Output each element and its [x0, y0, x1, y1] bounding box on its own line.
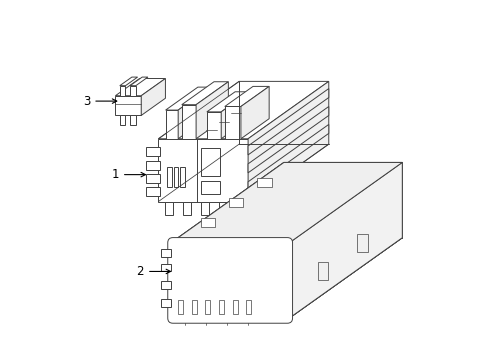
Polygon shape [228, 198, 243, 207]
Polygon shape [289, 162, 402, 318]
Polygon shape [171, 238, 402, 318]
Bar [164, 202, 173, 215]
Bar [145, 161, 159, 170]
Text: 3: 3 [83, 95, 117, 108]
Bar [161, 282, 171, 289]
Text: 2: 2 [136, 265, 170, 278]
Polygon shape [165, 87, 210, 110]
Bar [167, 167, 171, 187]
Bar [180, 167, 184, 187]
Polygon shape [178, 87, 210, 139]
Bar [218, 202, 227, 215]
Polygon shape [165, 110, 178, 139]
Polygon shape [206, 112, 221, 139]
Polygon shape [171, 243, 289, 318]
Bar [174, 167, 178, 187]
Bar [145, 187, 159, 196]
Polygon shape [289, 162, 402, 318]
Polygon shape [182, 105, 196, 139]
Bar [183, 202, 191, 215]
Polygon shape [115, 78, 165, 96]
Polygon shape [158, 81, 328, 139]
Bar [145, 147, 159, 156]
Polygon shape [247, 81, 328, 202]
Polygon shape [201, 218, 215, 227]
Polygon shape [257, 177, 271, 186]
Polygon shape [241, 86, 268, 139]
Text: 1: 1 [111, 168, 145, 181]
Bar [233, 202, 241, 215]
Polygon shape [284, 162, 402, 238]
Bar [161, 264, 171, 271]
Bar [130, 116, 136, 126]
Polygon shape [247, 125, 328, 191]
Polygon shape [224, 86, 268, 107]
Bar [219, 300, 224, 315]
Polygon shape [158, 139, 247, 202]
Bar [200, 148, 220, 176]
Polygon shape [120, 77, 137, 86]
Polygon shape [206, 92, 249, 112]
Bar [161, 300, 171, 307]
Polygon shape [115, 96, 141, 116]
Polygon shape [196, 82, 228, 139]
Polygon shape [130, 77, 148, 86]
FancyBboxPatch shape [167, 238, 292, 323]
Polygon shape [224, 107, 241, 139]
Bar [191, 300, 196, 315]
Polygon shape [171, 162, 402, 243]
Polygon shape [177, 162, 290, 312]
Bar [246, 300, 251, 315]
Bar [241, 202, 255, 211]
Bar [232, 300, 237, 315]
Polygon shape [356, 234, 367, 252]
Bar [205, 300, 210, 315]
Polygon shape [247, 107, 328, 173]
Polygon shape [182, 82, 228, 105]
Polygon shape [141, 78, 165, 116]
Bar [130, 86, 136, 96]
Bar [120, 116, 125, 126]
Polygon shape [317, 262, 327, 280]
Bar [178, 300, 183, 315]
Polygon shape [282, 162, 395, 312]
Polygon shape [171, 162, 402, 243]
Polygon shape [247, 89, 328, 155]
Polygon shape [221, 92, 249, 139]
Bar [145, 174, 159, 183]
Bar [120, 86, 125, 96]
Bar [200, 181, 220, 194]
Bar [161, 249, 171, 257]
Bar [201, 202, 209, 215]
